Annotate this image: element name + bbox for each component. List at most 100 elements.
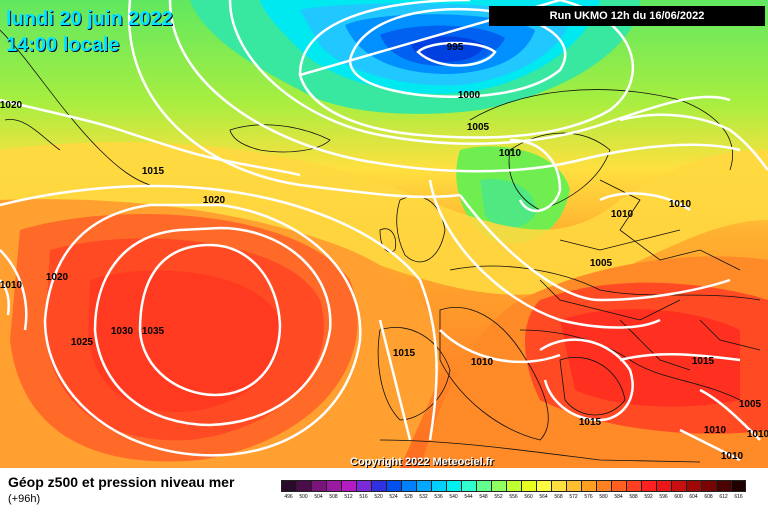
- scale-step: 508: [326, 480, 341, 504]
- model-run-info: Run UKMO 12h du 16/06/2022: [489, 6, 765, 26]
- forecast-local-time: 14:00 locale: [6, 34, 120, 56]
- scale-value: 556: [509, 494, 518, 500]
- isobar-label: 1010: [611, 209, 634, 220]
- scale-swatch: [521, 480, 536, 492]
- scale-swatch: [626, 480, 641, 492]
- copyright-notice: Copyright 2022 Meteociel.fr: [350, 456, 494, 468]
- scale-swatch: [581, 480, 596, 492]
- scale-value: 608: [704, 494, 713, 500]
- scale-swatch: [461, 480, 476, 492]
- scale-value: 584: [614, 494, 623, 500]
- isobar-label: 1010: [499, 148, 522, 159]
- scale-swatch: [506, 480, 521, 492]
- scale-value: 596: [659, 494, 668, 500]
- scale-value: 520: [374, 494, 383, 500]
- scale-step: 536: [431, 480, 446, 504]
- scale-swatch: [311, 480, 326, 492]
- scale-value: 588: [629, 494, 638, 500]
- scale-swatch: [671, 480, 686, 492]
- scale-step: 604: [686, 480, 701, 504]
- scale-step: 588: [626, 480, 641, 504]
- scale-swatch: [641, 480, 656, 492]
- scale-swatch: [296, 480, 311, 492]
- scale-step: 616: [731, 480, 746, 504]
- weather-map: 995 1000 1005 1010 1015 1020 1020 1010 1020 1025 1…: [0, 0, 768, 468]
- scale-step: 596: [656, 480, 671, 504]
- scale-swatch: [401, 480, 416, 492]
- forecast-date: lundi 20 juin 2022: [6, 8, 173, 30]
- isobar-label: 1020: [203, 195, 226, 206]
- isobar-label: 1015: [692, 356, 715, 367]
- scale-step: 512: [341, 480, 356, 504]
- scale-step: 572: [566, 480, 581, 504]
- geopotential-field: 995 1000 1005 1010 1015 1020 1020 1010 1020 1025 1…: [0, 0, 768, 468]
- scale-swatch: [416, 480, 431, 492]
- scale-step: 612: [716, 480, 731, 504]
- scale-swatch: [551, 480, 566, 492]
- scale-value: 548: [479, 494, 488, 500]
- map-product-title: Géop z500 et pression niveau mer: [8, 474, 235, 490]
- isobar-label: 1020: [0, 100, 23, 111]
- isobar-label: 1010: [721, 451, 744, 462]
- scale-value: 508: [329, 494, 338, 500]
- isobar-label: 1000: [458, 90, 481, 101]
- legend-footer: Géop z500 et pression niveau mer (+96h) …: [0, 468, 768, 512]
- scale-swatch: [611, 480, 626, 492]
- isobar-labels: 995 1000 1005 1010 1015 1020 1020 1010 1020 1025 1…: [0, 42, 768, 462]
- scale-swatch: [371, 480, 386, 492]
- scale-value: 524: [389, 494, 398, 500]
- isobar-label: 995: [447, 42, 464, 53]
- scale-value: 552: [494, 494, 503, 500]
- scale-swatch: [386, 480, 401, 492]
- scale-swatch: [446, 480, 461, 492]
- scale-value: 580: [599, 494, 608, 500]
- forecast-offset: (+96h): [8, 493, 41, 505]
- isobar-label: 1005: [739, 399, 762, 410]
- scale-swatch: [686, 480, 701, 492]
- scale-swatch: [491, 480, 506, 492]
- scale-step: 528: [401, 480, 416, 504]
- scale-step: 560: [521, 480, 536, 504]
- scale-step: 516: [356, 480, 371, 504]
- scale-value: 592: [644, 494, 653, 500]
- scale-swatch: [476, 480, 491, 492]
- scale-value: 500: [299, 494, 308, 500]
- scale-swatch: [731, 480, 746, 492]
- scale-value: 540: [449, 494, 458, 500]
- isobar-label: 1020: [46, 272, 69, 283]
- scale-step: 524: [386, 480, 401, 504]
- scale-step: 504: [311, 480, 326, 504]
- scale-swatch: [341, 480, 356, 492]
- scale-value: 528: [404, 494, 413, 500]
- scale-swatch: [326, 480, 341, 492]
- isobar-label: 1010: [471, 357, 494, 368]
- scale-step: 576: [581, 480, 596, 504]
- scale-value: 572: [569, 494, 578, 500]
- scale-value: 568: [554, 494, 563, 500]
- scale-value: 576: [584, 494, 593, 500]
- scale-step: 568: [551, 480, 566, 504]
- scale-value: 496: [284, 494, 293, 500]
- isobar-label: 1015: [579, 417, 602, 428]
- scale-step: 608: [701, 480, 716, 504]
- scale-step: 540: [446, 480, 461, 504]
- scale-step: 520: [371, 480, 386, 504]
- scale-step: 552: [491, 480, 506, 504]
- isobar-label: 1010: [0, 280, 23, 291]
- scale-value: 512: [344, 494, 353, 500]
- scale-value: 604: [689, 494, 698, 500]
- scale-value: 504: [314, 494, 323, 500]
- scale-swatch: [356, 480, 371, 492]
- scale-value: 564: [539, 494, 548, 500]
- scale-step: 600: [671, 480, 686, 504]
- scale-step: 564: [536, 480, 551, 504]
- scale-swatch: [596, 480, 611, 492]
- scale-step: 548: [476, 480, 491, 504]
- scale-value: 612: [719, 494, 728, 500]
- isobar-label: 1010: [704, 425, 727, 436]
- isobar-label: 1015: [393, 348, 416, 359]
- isobar-label: 1030: [111, 326, 134, 337]
- isobar-label: 1025: [71, 337, 94, 348]
- scale-swatch: [536, 480, 551, 492]
- scale-step: 500: [296, 480, 311, 504]
